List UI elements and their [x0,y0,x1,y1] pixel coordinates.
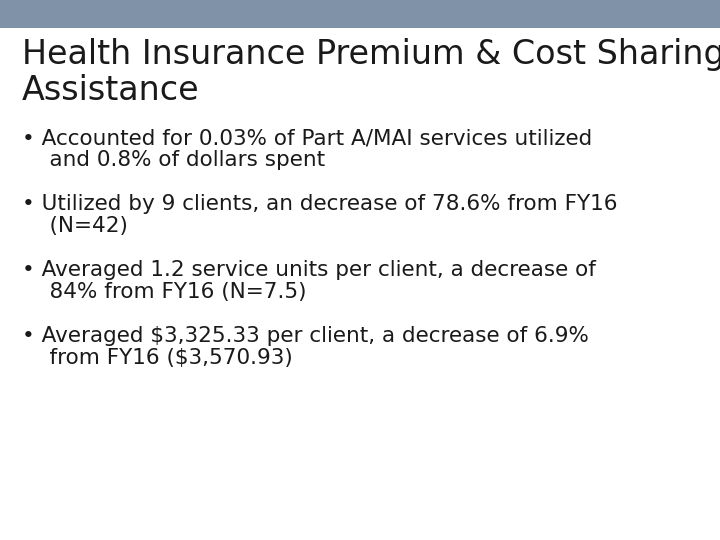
Text: • Utilized by 9 clients, an decrease of 78.6% from FY16: • Utilized by 9 clients, an decrease of … [22,194,618,214]
Text: (N=42): (N=42) [22,216,128,236]
Bar [0,0,720,28]
Text: 84% from FY16 (N=7.5): 84% from FY16 (N=7.5) [22,282,307,302]
Text: from FY16 ($3,570.93): from FY16 ($3,570.93) [22,348,293,368]
Text: and 0.8% of dollars spent: and 0.8% of dollars spent [22,150,325,170]
Text: • Accounted for 0.03% of Part A/MAI services utilized: • Accounted for 0.03% of Part A/MAI serv… [22,128,593,148]
Text: • Averaged $3,325.33 per client, a decrease of 6.9%: • Averaged $3,325.33 per client, a decre… [22,326,589,346]
Text: Health Insurance Premium & Cost Sharing: Health Insurance Premium & Cost Sharing [22,38,720,71]
Text: Assistance: Assistance [22,74,199,107]
Text: • Averaged 1.2 service units per client, a decrease of: • Averaged 1.2 service units per client,… [22,260,596,280]
